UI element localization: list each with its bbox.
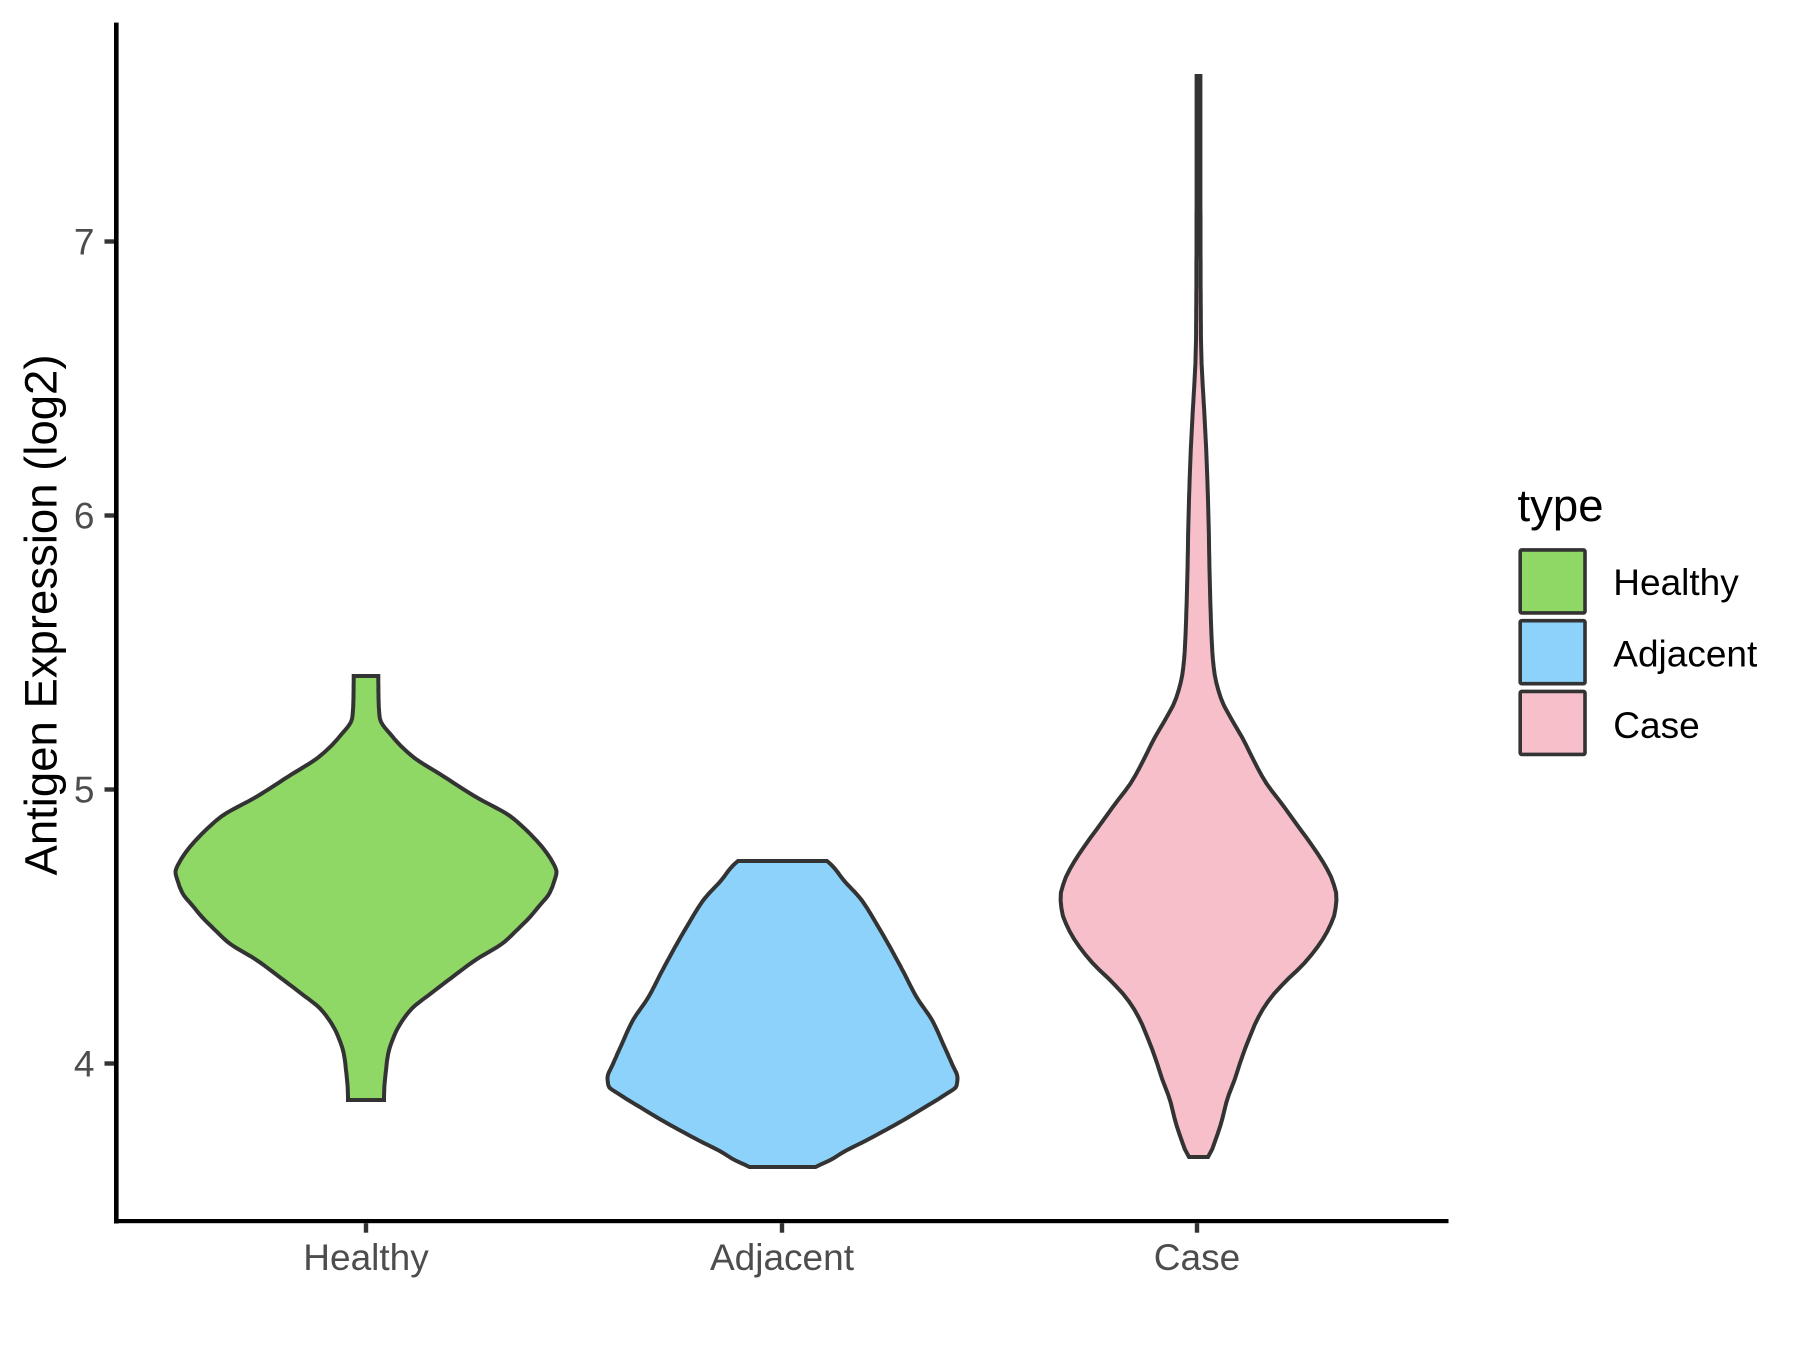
svg-text:7: 7 [74,222,95,263]
svg-text:Adjacent: Adjacent [1613,634,1758,675]
svg-text:4: 4 [74,1044,95,1085]
svg-text:Case: Case [1613,705,1699,746]
svg-text:6: 6 [74,496,95,537]
svg-text:Healthy: Healthy [1613,562,1739,603]
svg-text:Case: Case [1154,1237,1240,1278]
svg-text:Antigen Expression (log2): Antigen Expression (log2) [16,354,67,875]
svg-text:5: 5 [74,770,95,811]
svg-text:Adjacent: Adjacent [710,1237,855,1278]
svg-text:type: type [1518,480,1604,531]
svg-text:Healthy: Healthy [303,1237,429,1278]
